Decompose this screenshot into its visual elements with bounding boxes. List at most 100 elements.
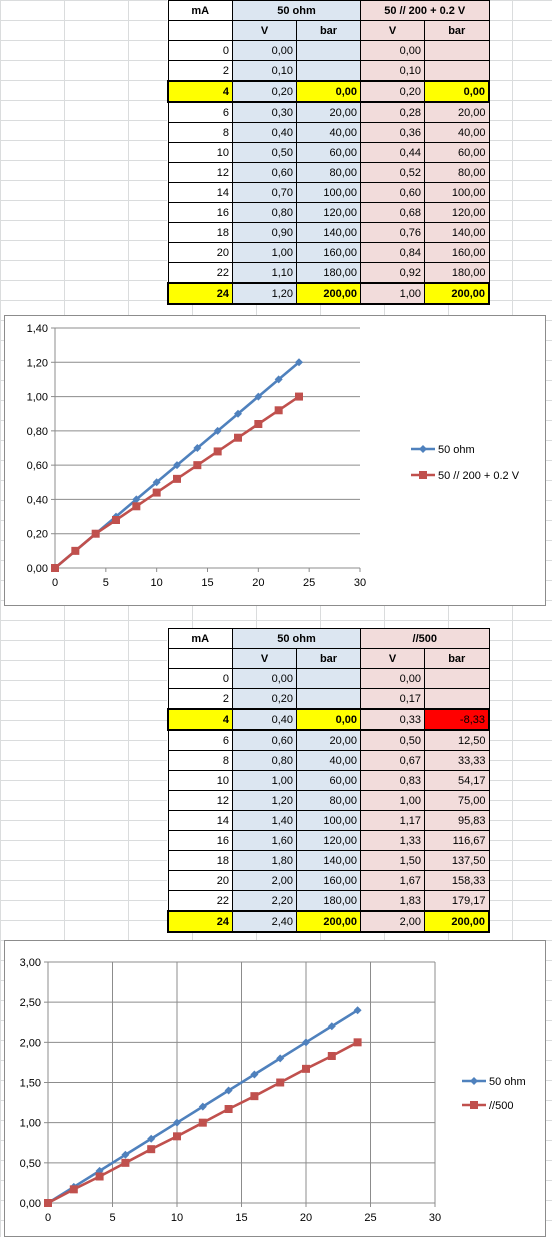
cell-b1[interactable] — [296, 688, 361, 710]
cell-b2[interactable]: 160,00 — [424, 242, 490, 263]
cell-v2[interactable]: 0,92 — [360, 262, 425, 284]
cell-v2[interactable]: 1,67 — [360, 870, 425, 891]
cell-ma[interactable]: 12 — [167, 162, 233, 183]
cell-v1[interactable]: 1,00 — [232, 770, 297, 791]
cell-b1[interactable]: 120,00 — [296, 830, 361, 851]
cell-v2[interactable]: 1,50 — [360, 850, 425, 871]
cell-b1[interactable]: 100,00 — [296, 810, 361, 831]
cell-v1[interactable]: 0,20 — [232, 80, 297, 103]
cell-b2[interactable]: 179,17 — [424, 890, 490, 912]
cell-v2[interactable]: 0,60 — [360, 182, 425, 203]
subheader-b2[interactable]: bar — [424, 648, 490, 669]
cell-v2[interactable]: 0,10 — [360, 60, 425, 82]
cell-ma[interactable]: 22 — [167, 262, 233, 284]
cell-v2[interactable]: 0,68 — [360, 202, 425, 223]
cell-ma[interactable]: 0 — [167, 668, 233, 689]
subheader-v1[interactable]: V — [232, 648, 297, 669]
cell-b1[interactable]: 200,00 — [296, 282, 361, 305]
cell-v2[interactable]: 0,84 — [360, 242, 425, 263]
cell-v1[interactable]: 2,40 — [232, 910, 297, 933]
cell-b2[interactable] — [424, 60, 490, 82]
cell-v2[interactable]: 0,00 — [360, 40, 425, 61]
cell-b2[interactable]: 0,00 — [424, 80, 490, 103]
cell-ma[interactable]: 6 — [167, 729, 233, 751]
cell-ma[interactable]: 2 — [167, 60, 233, 82]
chart-2[interactable]: 0,00 0,50 1,00 1,50 2,00 2,50 3,00 0 5 10 15 20 25 30… — [4, 940, 546, 1237]
header-group-1[interactable]: 50 ohm — [232, 628, 361, 649]
cell-v2[interactable]: 1,17 — [360, 810, 425, 831]
subheader-blank[interactable] — [167, 20, 233, 41]
cell-b1[interactable]: 180,00 — [296, 890, 361, 912]
cell-ma[interactable]: 6 — [167, 101, 233, 123]
cell-ma[interactable]: 16 — [167, 202, 233, 223]
cell-v2[interactable]: 0,36 — [360, 122, 425, 143]
subheader-blank[interactable] — [167, 648, 233, 669]
cell-b2[interactable]: 180,00 — [424, 262, 490, 284]
cell-b2[interactable]: 100,00 — [424, 182, 490, 203]
cell-b1[interactable]: 80,00 — [296, 162, 361, 183]
cell-b1[interactable]: 140,00 — [296, 222, 361, 243]
cell-v2[interactable]: 0,17 — [360, 688, 425, 710]
cell-b2[interactable]: 60,00 — [424, 142, 490, 163]
cell-v1[interactable]: 0,10 — [232, 60, 297, 82]
cell-v2[interactable]: 0,76 — [360, 222, 425, 243]
cell-b2[interactable]: 120,00 — [424, 202, 490, 223]
cell-ma[interactable]: 10 — [167, 142, 233, 163]
cell-v1[interactable]: 0,70 — [232, 182, 297, 203]
cell-v1[interactable]: 0,30 — [232, 101, 297, 123]
header-group-1[interactable]: 50 ohm — [232, 0, 361, 21]
cell-v2[interactable]: 0,20 — [360, 80, 425, 103]
cell-ma[interactable]: 8 — [167, 750, 233, 771]
cell-ma[interactable]: 16 — [167, 830, 233, 851]
cell-ma[interactable]: 18 — [167, 222, 233, 243]
subheader-v1[interactable]: V — [232, 20, 297, 41]
cell-b2[interactable]: 33,33 — [424, 750, 490, 771]
cell-v2[interactable]: 0,67 — [360, 750, 425, 771]
cell-b2[interactable]: 95,83 — [424, 810, 490, 831]
cell-v2[interactable]: 0,83 — [360, 770, 425, 791]
cell-b1[interactable]: 140,00 — [296, 850, 361, 871]
cell-b2[interactable]: 12,50 — [424, 729, 490, 751]
cell-b2[interactable]: 158,33 — [424, 870, 490, 891]
cell-ma[interactable]: 24 — [167, 910, 233, 933]
header-group-2[interactable]: 50 // 200 + 0.2 V — [360, 0, 490, 21]
cell-ma[interactable]: 0 — [167, 40, 233, 61]
cell-b1[interactable]: 160,00 — [296, 870, 361, 891]
subheader-b1[interactable]: bar — [296, 648, 361, 669]
cell-v1[interactable]: 0,80 — [232, 202, 297, 223]
cell-b1[interactable]: 180,00 — [296, 262, 361, 284]
cell-b1[interactable]: 0,00 — [296, 80, 361, 103]
subheader-b2[interactable]: bar — [424, 20, 490, 41]
cell-b1[interactable] — [296, 668, 361, 689]
cell-v1[interactable]: 1,80 — [232, 850, 297, 871]
cell-b2[interactable]: 200,00 — [424, 910, 490, 933]
cell-b1[interactable]: 40,00 — [296, 750, 361, 771]
cell-b1[interactable] — [296, 60, 361, 82]
cell-v1[interactable]: 1,60 — [232, 830, 297, 851]
cell-v2[interactable]: 1,33 — [360, 830, 425, 851]
cell-v2[interactable]: 0,00 — [360, 668, 425, 689]
cell-ma[interactable]: 4 — [167, 80, 233, 103]
cell-ma[interactable]: 8 — [167, 122, 233, 143]
cell-ma[interactable]: 2 — [167, 688, 233, 710]
cell-v2[interactable]: 1,00 — [360, 282, 425, 305]
cell-b2[interactable]: 40,00 — [424, 122, 490, 143]
cell-b1[interactable]: 20,00 — [296, 729, 361, 751]
cell-v1[interactable]: 1,20 — [232, 282, 297, 305]
cell-v1[interactable]: 2,20 — [232, 890, 297, 912]
header-ma[interactable]: mA — [167, 0, 233, 21]
cell-b1[interactable]: 200,00 — [296, 910, 361, 933]
cell-b1[interactable]: 0,00 — [296, 708, 361, 731]
cell-v1[interactable]: 2,00 — [232, 870, 297, 891]
cell-ma[interactable]: 12 — [167, 790, 233, 811]
cell-b2[interactable] — [424, 40, 490, 61]
cell-v1[interactable]: 1,10 — [232, 262, 297, 284]
subheader-v2[interactable]: V — [360, 20, 425, 41]
header-ma[interactable]: mA — [167, 628, 233, 649]
header-group-2[interactable]: //500 — [360, 628, 490, 649]
cell-v1[interactable]: 0,40 — [232, 122, 297, 143]
cell-ma[interactable]: 14 — [167, 810, 233, 831]
chart-1[interactable]: 0,00 0,20 0,40 0,60 0,80 1,00 1,20 1,40 0 5 10 15 20… — [4, 315, 546, 606]
cell-v2[interactable]: 0,44 — [360, 142, 425, 163]
cell-b2[interactable]: 20,00 — [424, 101, 490, 123]
